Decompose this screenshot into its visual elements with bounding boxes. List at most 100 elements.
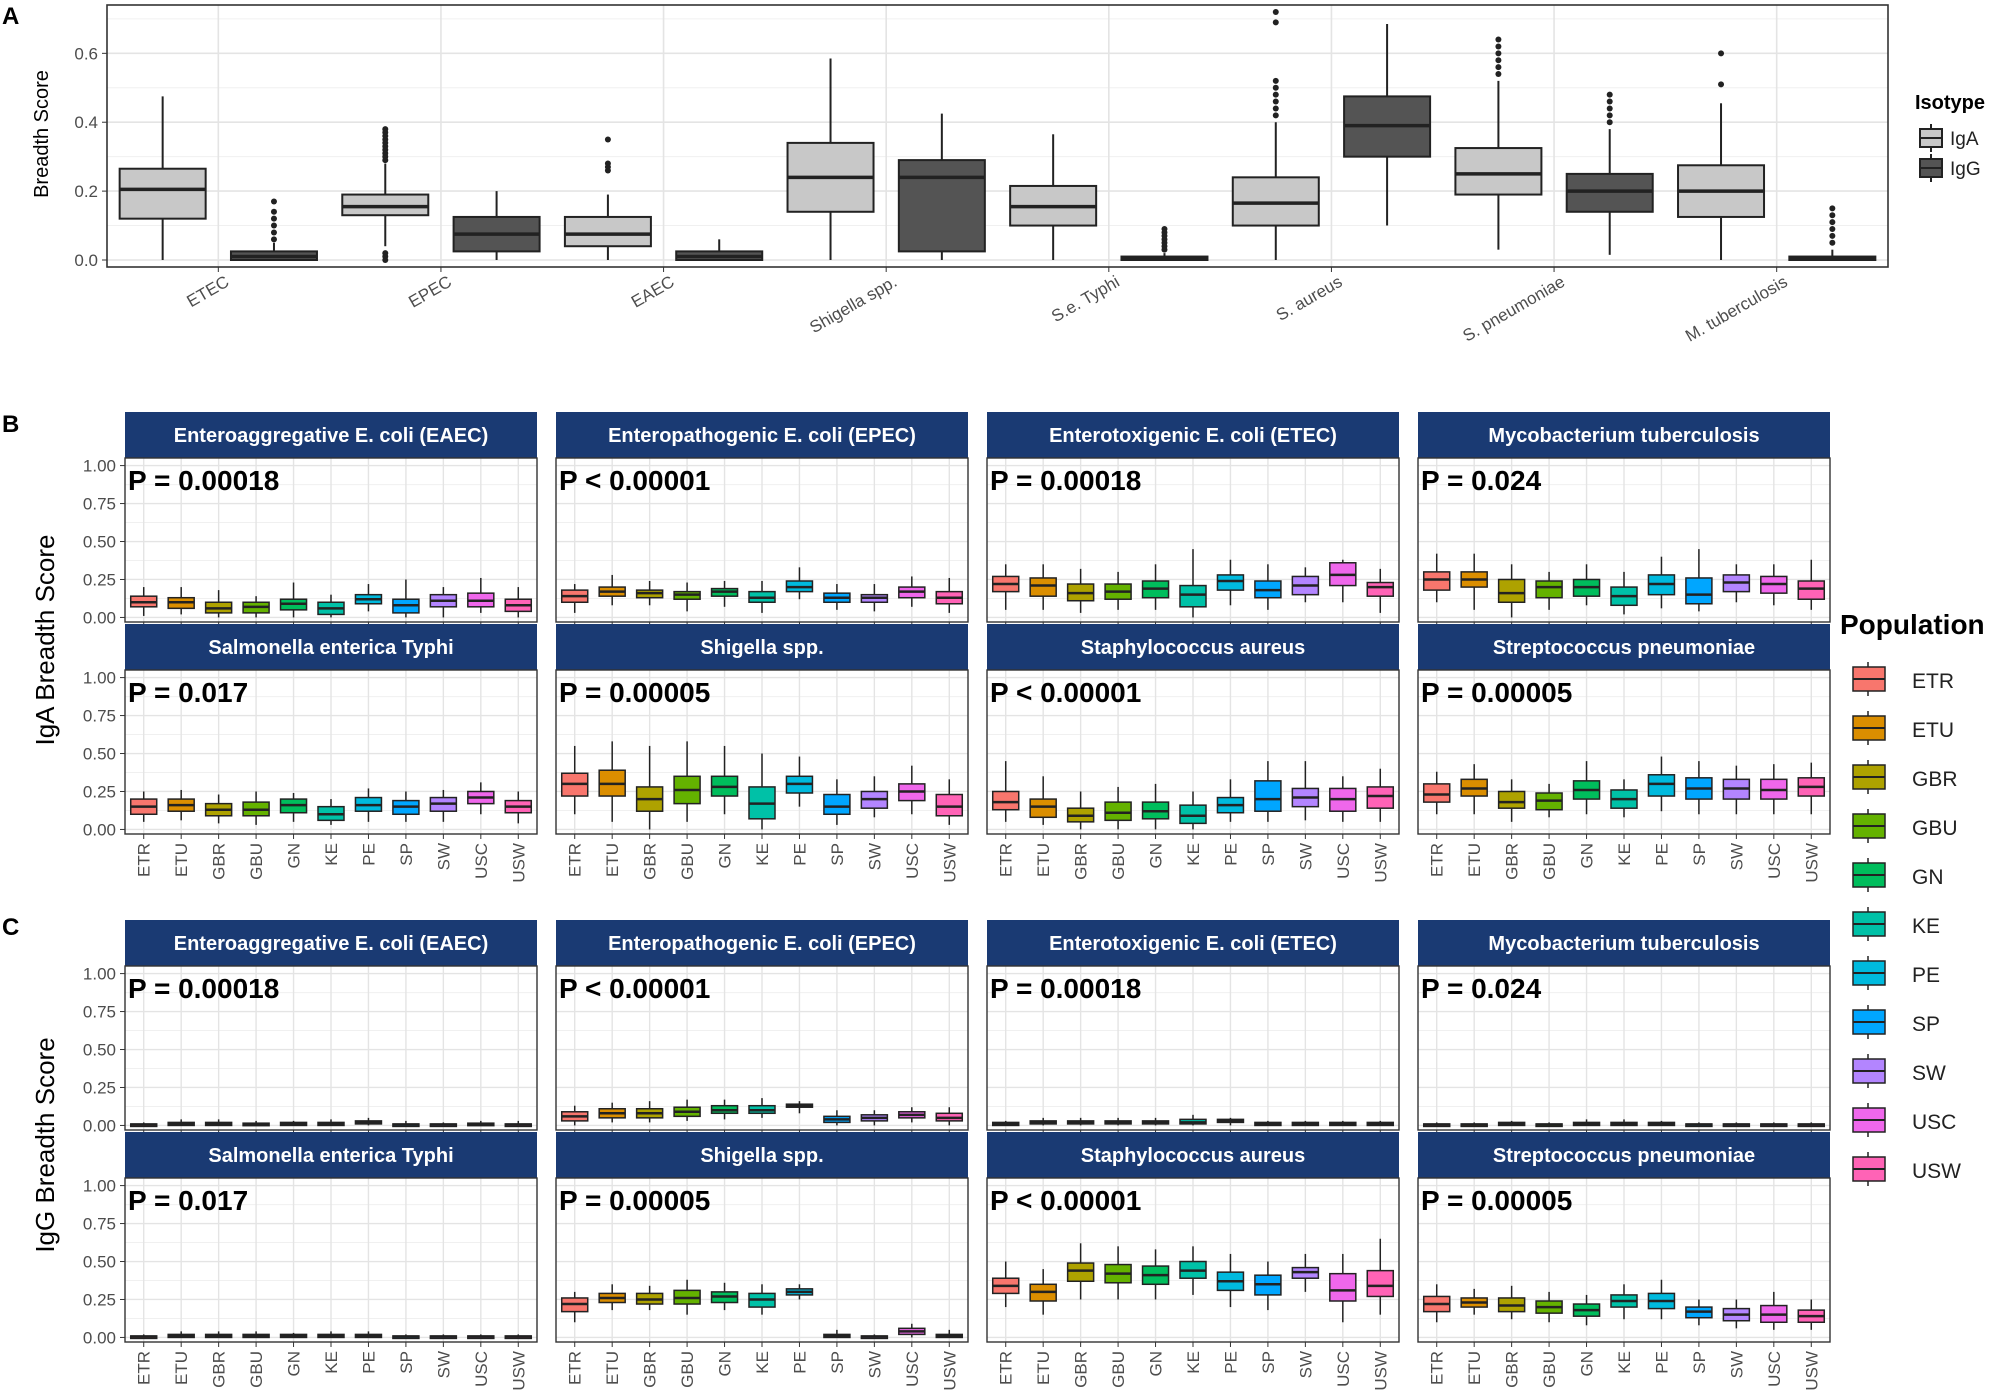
x-tick-label: USW xyxy=(509,1351,528,1390)
panel-a-chart: Breadth Score 0.0 0.2 0.4 0.6 ETEC EPEC EAEC Sh… xyxy=(31,4,1889,346)
box-etu xyxy=(1029,776,1057,825)
box-body xyxy=(1254,780,1282,812)
box-etr xyxy=(991,761,1020,822)
box-gbr xyxy=(204,590,233,618)
y-tick-label: 1.00 xyxy=(83,965,116,984)
population-legend-item-sw: SW xyxy=(1852,1054,1946,1088)
x-tick-label: GN xyxy=(1578,1351,1597,1377)
population-legend-item-pe: PE xyxy=(1852,956,1940,990)
facet-title: Streptococcus pneumoniae xyxy=(1493,1145,1755,1167)
box-body xyxy=(1179,584,1207,608)
x-tick-label: GBU xyxy=(1109,843,1128,880)
box-gn xyxy=(279,1120,308,1127)
box-etr xyxy=(129,1334,158,1340)
box-etr xyxy=(560,745,589,815)
x-tick-label: USW xyxy=(1802,1351,1821,1390)
box-etr xyxy=(991,1261,1020,1308)
facet-streptococcus-pneumoniae: Streptococcus pneumoniae P = 0.00005 ETR ET… xyxy=(1417,624,1831,883)
facet-title: Shigella spp. xyxy=(700,637,823,659)
box-etu xyxy=(598,1102,626,1123)
outlier-point xyxy=(270,198,277,205)
p-value-label: P = 0.00005 xyxy=(1421,1185,1572,1216)
box-sw xyxy=(429,1334,458,1340)
y-tick-label: 0.50 xyxy=(83,1253,116,1272)
box-body xyxy=(935,793,964,817)
p-value-label: P = 0.024 xyxy=(1421,973,1542,1004)
box-gbr xyxy=(1497,1120,1526,1127)
facet-strip xyxy=(1418,412,1830,458)
box-sp xyxy=(823,1329,851,1339)
x-tick-label: KE xyxy=(1184,843,1203,866)
box-usw xyxy=(935,1107,964,1126)
box-gbr xyxy=(1497,779,1526,822)
box-igg-s-e-typhi xyxy=(1120,226,1209,261)
y-tick-label: 0.00 xyxy=(83,1116,116,1135)
box-gbr xyxy=(204,794,233,824)
box-etr xyxy=(1422,553,1451,603)
box-pe xyxy=(785,1101,814,1114)
x-tick-label: SW xyxy=(1727,843,1746,870)
box-igg-etec xyxy=(229,198,318,261)
y-tick-label: 0.00 xyxy=(83,608,116,627)
legend-label: GBU xyxy=(1912,817,1958,840)
legend-label: KE xyxy=(1912,915,1940,938)
legend-label: ETU xyxy=(1912,719,1954,742)
isotype-legend-item-iga: IgA xyxy=(1919,124,1979,152)
box-pe xyxy=(1647,756,1676,812)
facet-title: Enteroaggregative E. coli (EAEC) xyxy=(174,425,489,447)
x-tick-label: SP xyxy=(828,843,847,866)
outlier-point xyxy=(1829,212,1836,219)
y-tick-label: 0.75 xyxy=(83,1215,116,1234)
p-value-label: P = 0.024 xyxy=(1421,465,1542,496)
box-pe xyxy=(1647,1120,1676,1127)
x-tick-label: PE xyxy=(790,843,809,866)
legend-label: GBR xyxy=(1912,768,1958,791)
box-body xyxy=(1497,790,1526,809)
facet-strip xyxy=(125,920,537,966)
box-sw xyxy=(1291,1120,1320,1127)
x-tick-label: SP xyxy=(1690,843,1709,866)
box-iga-s-aureus xyxy=(1231,9,1320,260)
box-ke xyxy=(317,594,345,618)
box-ke xyxy=(1179,791,1207,830)
box-usw xyxy=(1797,1299,1826,1330)
box-body xyxy=(1454,147,1543,196)
box-etu xyxy=(167,1331,195,1339)
box-gn xyxy=(1572,1119,1601,1127)
box-usc xyxy=(1760,564,1788,606)
facet-enterotoxigenic-e-coli-etec: Enterotoxigenic E. coli (ETEC) P = 0.0001… xyxy=(986,412,1400,671)
box-gbu xyxy=(242,1120,270,1127)
x-tick-label: USC xyxy=(472,1351,491,1387)
box-sp xyxy=(1685,549,1713,612)
facet-strip xyxy=(987,412,1399,458)
x-tick-label: ETU xyxy=(1465,1351,1484,1385)
box-usc xyxy=(898,576,926,607)
facet-shigella-spp: Shigella spp. P = 0.00005 ETR ETU GBR GBU GN KE… xyxy=(555,624,969,883)
x-tick-label: GBR xyxy=(210,843,229,880)
box-body xyxy=(823,793,851,816)
box-etu xyxy=(167,789,195,821)
x-tick-label: SP xyxy=(397,1351,416,1374)
box-body xyxy=(1179,804,1207,825)
box-pe xyxy=(1216,1253,1245,1308)
y-tick-label: 0.75 xyxy=(83,495,116,514)
box-gbr xyxy=(635,745,664,830)
population-legend: Population ETR ETU GBR GBU GN KE PE SP SW USC USW xyxy=(1840,609,1985,1186)
box-ke xyxy=(748,1098,776,1118)
box-gbr xyxy=(1497,1285,1526,1320)
box-body xyxy=(1366,786,1395,809)
box-pe xyxy=(785,567,814,600)
outlier-point xyxy=(270,208,277,215)
x-tick-label: GBU xyxy=(678,1351,697,1388)
outlier-point xyxy=(1495,71,1502,77)
facet-streptococcus-pneumoniae: Streptococcus pneumoniae P = 0.00005 ETR ET… xyxy=(1417,1132,1831,1390)
box-gn xyxy=(710,1282,739,1311)
facet-strip xyxy=(987,1132,1399,1178)
box-sp xyxy=(1254,1261,1282,1311)
box-gbr xyxy=(1066,568,1095,613)
box-sp xyxy=(1254,761,1282,822)
box-sp xyxy=(1254,564,1282,610)
x-tick-label: PE xyxy=(1221,843,1240,866)
box-etu xyxy=(167,587,195,615)
